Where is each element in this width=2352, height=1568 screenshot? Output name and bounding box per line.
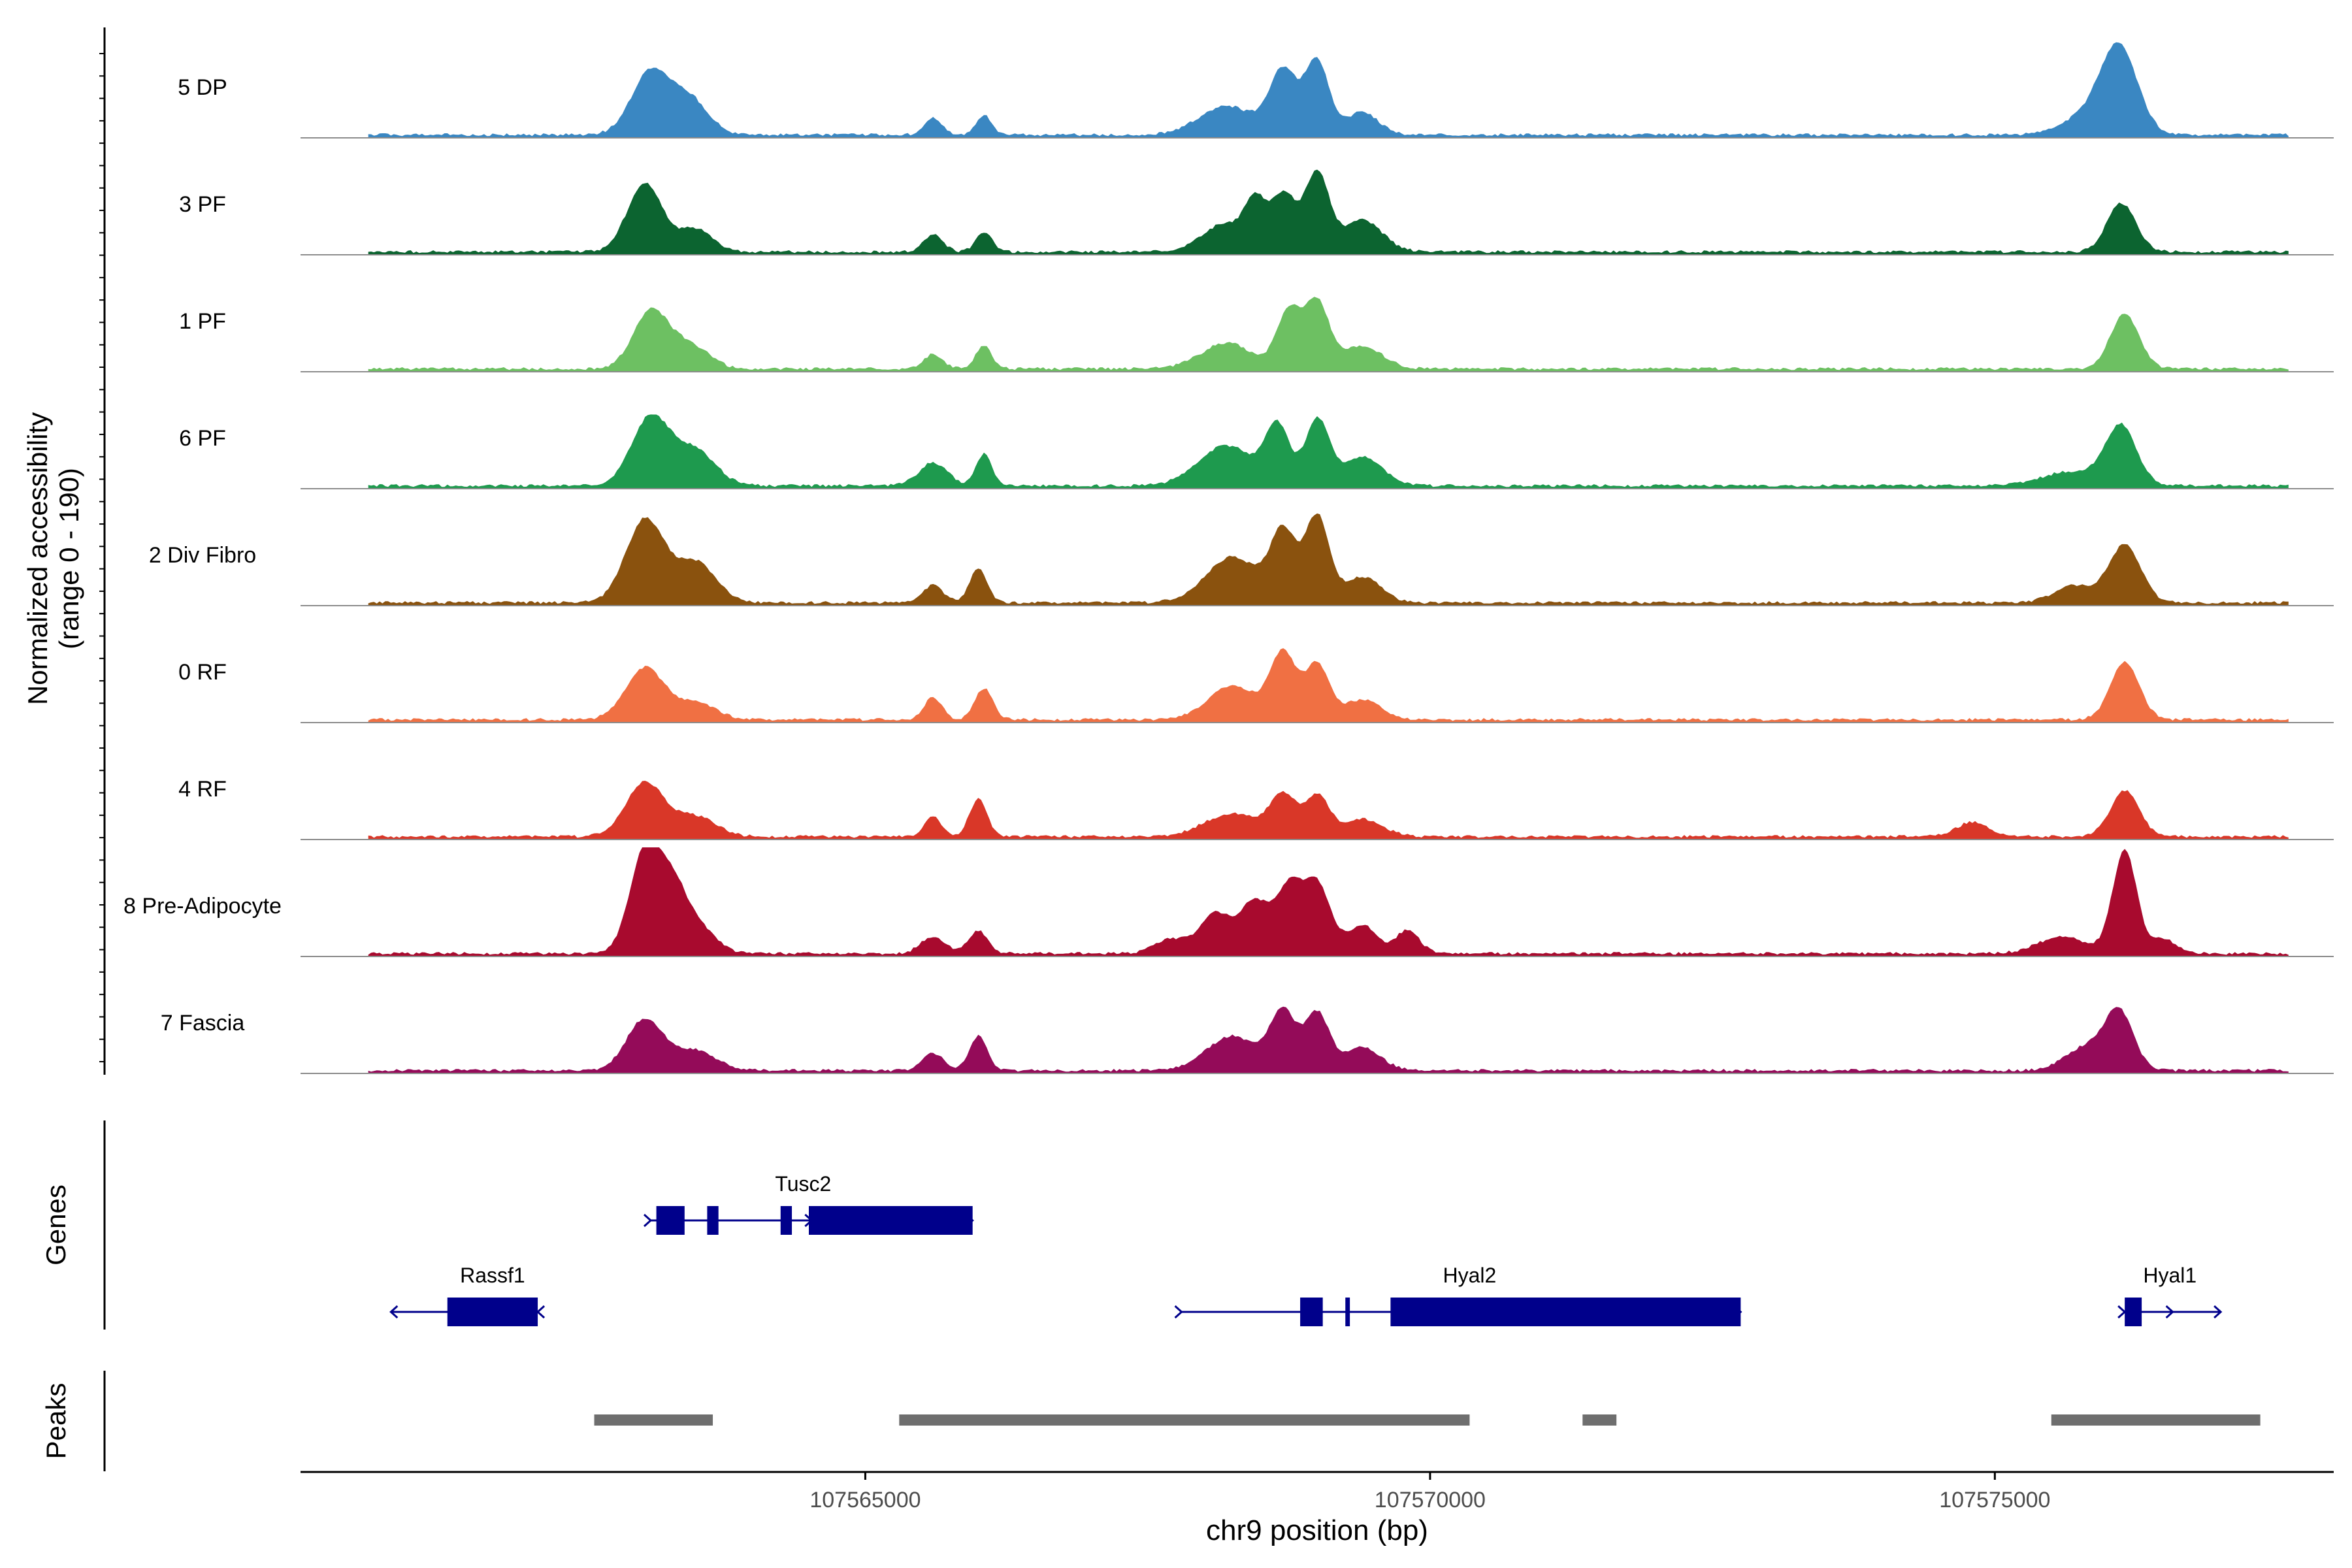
track-label: 6 PF: [179, 426, 226, 451]
gene-exon: [707, 1206, 719, 1235]
coverage-tracks: 5 DP 3 PF 1 PF 6 PF 2 Div Fibro 0 RF 4 RF 8 Pre…: [123, 42, 2334, 1074]
gene-exon: [447, 1298, 538, 1326]
strand-arrow-icon: [2213, 1305, 2223, 1319]
track-3-pf: 3 PF: [179, 169, 2334, 255]
strand-arrow-icon: [2117, 1305, 2127, 1319]
peak-region: [2051, 1414, 2261, 1426]
gene-exon: [1345, 1298, 1350, 1326]
gene-exon: [780, 1206, 792, 1235]
track-5-dp: 5 DP: [178, 42, 2334, 139]
coverage-area: [368, 42, 2289, 138]
gene-label: Hyal2: [1443, 1264, 1496, 1287]
gene-label: Rassf1: [460, 1264, 525, 1287]
genes-panel: Genes Tusc2 Rassf1 Hyal2 Hyal1: [41, 1120, 2223, 1330]
strand-arrow-icon: [1174, 1305, 1183, 1319]
gene-exon: [809, 1206, 973, 1235]
gene-rassf1: Rassf1: [389, 1264, 546, 1326]
peaks-panel-label: Peaks: [41, 1383, 71, 1460]
x-axis-tick-label: 107575000: [1939, 1488, 2050, 1512]
gene-exon: [1390, 1298, 1741, 1326]
genes-panel-label: Genes: [41, 1184, 71, 1266]
track-label: 0 RF: [178, 660, 227, 685]
coverage-area: [368, 648, 2289, 723]
tracks-y-axis: [99, 27, 106, 1075]
track-0-rf: 0 RF: [178, 648, 2334, 723]
track-6-pf: 6 PF: [179, 414, 2334, 489]
gene-exon: [656, 1206, 685, 1235]
track-1-pf: 1 PF: [179, 297, 2334, 372]
strand-arrow-icon: [389, 1305, 399, 1319]
track-label: 8 Pre-Adipocyte: [123, 894, 282, 919]
track-label: 7 Fascia: [161, 1011, 245, 1036]
track-2-div-fibro: 2 Div Fibro: [149, 513, 2334, 606]
gene-hyal2: Hyal2: [1174, 1264, 1742, 1326]
peak-region: [1582, 1414, 1617, 1426]
strand-arrow-icon: [536, 1305, 546, 1319]
track-7-fascia: 7 Fascia: [161, 1006, 2334, 1074]
x-axis: chr9 position (bp) 107565000 107570000 107…: [301, 1471, 2334, 1546]
peak-region: [899, 1414, 1470, 1426]
gene-label: Tusc2: [775, 1172, 831, 1196]
coverage-area: [368, 414, 2289, 489]
peak-region: [594, 1414, 713, 1426]
gene-hyal1: Hyal1: [2117, 1264, 2223, 1326]
track-label: 4 RF: [178, 777, 227, 802]
gene-label: Hyal1: [2143, 1264, 2197, 1287]
x-axis-tick-label: 107565000: [809, 1488, 921, 1512]
coverage-area: [368, 297, 2289, 372]
coverage-area: [368, 847, 2289, 956]
track-label: 2 Div Fibro: [149, 543, 256, 568]
coverage-area: [368, 1006, 2289, 1073]
gene-exon: [1300, 1298, 1323, 1326]
coverage-area: [368, 513, 2289, 606]
track-4-rf: 4 RF: [178, 777, 2334, 840]
y-axis-label-line1: Normalized accessibility: [22, 412, 53, 705]
y-axis-label-line2: (range 0 - 190): [54, 468, 84, 649]
x-axis-tick-label: 107570000: [1375, 1488, 1486, 1512]
coverage-area: [368, 781, 2289, 840]
track-label: 3 PF: [179, 192, 226, 217]
track-label: 5 DP: [178, 75, 227, 100]
strand-arrow-icon: [2165, 1305, 2174, 1319]
peaks-panel: Peaks: [41, 1371, 2261, 1471]
strand-arrow-icon: [643, 1213, 653, 1228]
track-label: 1 PF: [179, 309, 226, 334]
gene-exon: [2125, 1298, 2142, 1326]
x-axis-title: chr9 position (bp): [1206, 1514, 1428, 1546]
gene-tusc2: Tusc2: [643, 1172, 974, 1235]
track-8-pre-adipocyte: 8 Pre-Adipocyte: [123, 847, 2334, 957]
coverage-area: [368, 169, 2289, 255]
